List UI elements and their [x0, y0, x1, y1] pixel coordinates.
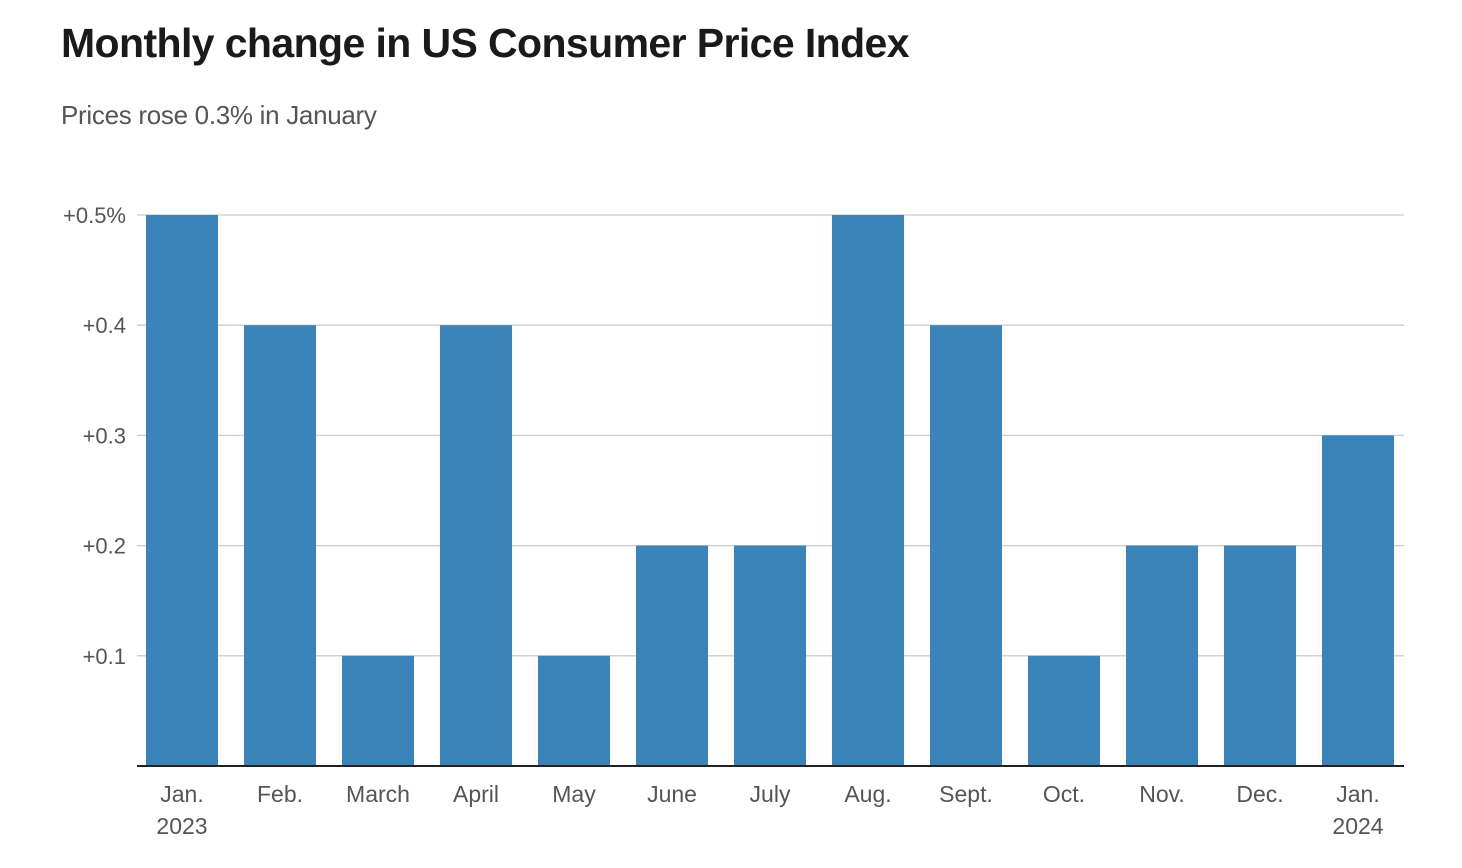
x-tick-label: June	[647, 781, 697, 807]
x-tick-year-label: 2024	[1332, 813, 1383, 839]
x-tick-label: Feb.	[257, 781, 303, 807]
x-axis-labels: Jan. 2023 Feb. March April May June July Aug. Sep…	[156, 781, 1383, 839]
x-tick-year-label: 2023	[156, 813, 207, 839]
bar	[1322, 435, 1394, 766]
x-tick-label: Nov.	[1139, 781, 1185, 807]
y-tick-label: +0.1	[83, 644, 126, 669]
y-tick-label: +0.3	[83, 423, 126, 448]
bar	[636, 545, 708, 766]
x-tick-label: Dec.	[1236, 781, 1283, 807]
bar	[440, 325, 512, 766]
x-tick-label: Jan.	[160, 781, 203, 807]
bar	[244, 325, 316, 766]
x-tick-label: Sept.	[939, 781, 993, 807]
y-tick-label: +0.5%	[63, 203, 126, 228]
chart-title: Monthly change in US Consumer Price Inde…	[61, 20, 910, 66]
x-tick-label: Oct.	[1043, 781, 1085, 807]
bars	[146, 215, 1394, 766]
bar	[832, 215, 904, 766]
x-tick-label: May	[552, 781, 596, 807]
x-tick-label: April	[453, 781, 499, 807]
bar	[1224, 545, 1296, 766]
bar	[734, 545, 806, 766]
x-tick-label: March	[346, 781, 410, 807]
bar	[930, 325, 1002, 766]
x-tick-label: Aug.	[844, 781, 891, 807]
bar	[538, 655, 610, 766]
bar	[1126, 545, 1198, 766]
bar	[342, 655, 414, 766]
y-tick-label: +0.4	[83, 313, 126, 338]
bar	[1028, 655, 1100, 766]
y-axis-ticks: +0.1 +0.2 +0.3 +0.4 +0.5%	[63, 203, 126, 669]
bar	[146, 215, 218, 766]
chart-subtitle: Prices rose 0.3% in January	[61, 100, 377, 130]
x-tick-label: July	[750, 781, 791, 807]
y-tick-label: +0.2	[83, 534, 126, 559]
x-tick-label: Jan.	[1336, 781, 1379, 807]
